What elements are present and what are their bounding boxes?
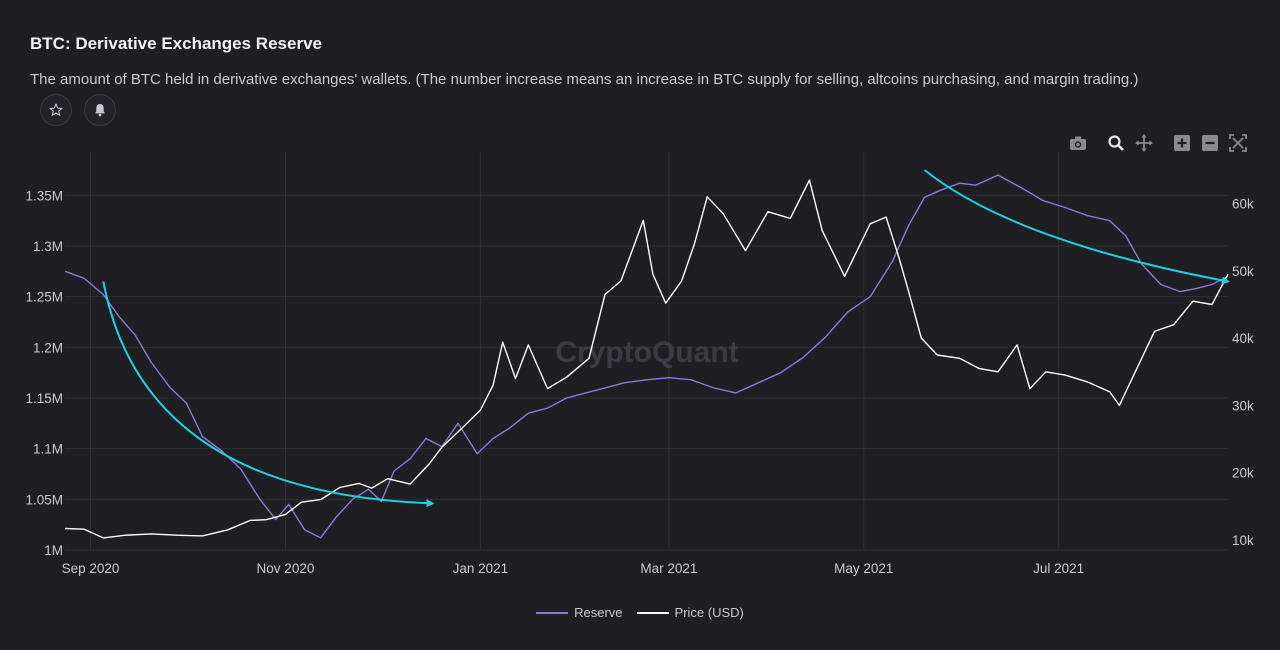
zoom-icon[interactable] <box>1106 133 1126 153</box>
star-icon <box>49 103 63 116</box>
y-right-tick-label: 30k <box>1232 398 1254 413</box>
y-left-tick-label: 1.15M <box>25 391 63 406</box>
legend-item-price[interactable]: Price (USD) <box>636 605 744 620</box>
chart-title: BTC: Derivative Exchanges Reserve <box>30 34 322 53</box>
x-tick-label: Jan 2021 <box>453 561 509 576</box>
y-left-tick-label: 1.05M <box>25 492 63 507</box>
alert-button[interactable] <box>84 94 116 126</box>
reserve-price-chart[interactable]: CryptoQuant 1M 1.05M 1.1M 1.15M 1.2M 1.25M 1.3… <box>0 0 1280 600</box>
x-tick-label: May 2021 <box>834 561 893 576</box>
y-left-tick-label: 1.25M <box>25 290 63 305</box>
zoom-out-icon[interactable] <box>1200 133 1220 153</box>
y-left-tick-label: 1.2M <box>33 340 63 355</box>
reset-axes-icon[interactable] <box>1228 133 1248 153</box>
legend-label-reserve: Reserve <box>574 605 623 620</box>
bell-icon <box>95 104 105 117</box>
y-left-tick-label: 1M <box>44 543 63 558</box>
x-tick-label: Nov 2020 <box>257 561 315 576</box>
y-axis-left: 1M 1.05M 1.1M 1.15M 1.2M 1.25M 1.3M 1.35M <box>25 188 63 558</box>
trend-arrow <box>102 281 435 508</box>
y-right-tick-label: 40k <box>1232 331 1254 346</box>
reserve-line <box>64 174 1229 539</box>
x-axis: Sep 2020 Nov 2020 Jan 2021 Mar 2021 May 2021… <box>62 561 1085 576</box>
y-right-tick-label: 20k <box>1232 466 1254 481</box>
y-left-tick-label: 1.3M <box>33 239 63 254</box>
zoom-in-icon[interactable] <box>1172 133 1192 153</box>
y-right-tick-label: 50k <box>1232 264 1254 279</box>
x-tick-label: Mar 2021 <box>640 561 697 576</box>
camera-icon[interactable] <box>1068 133 1088 153</box>
x-tick-label: Jul 2021 <box>1033 561 1084 576</box>
legend-swatch-price <box>636 611 669 614</box>
y-axis-right: 10k 20k 30k 40k 50k 60k <box>1232 197 1254 548</box>
legend-item-reserve[interactable]: Reserve <box>536 605 623 620</box>
chart-description: The amount of BTC held in derivative exc… <box>30 71 1139 88</box>
x-tick-label: Sep 2020 <box>62 561 120 576</box>
y-right-tick-label: 10k <box>1232 533 1254 548</box>
watermark-logo: CryptoQuant <box>555 336 738 369</box>
y-left-tick-label: 1.1M <box>33 442 63 457</box>
series-layer <box>64 174 1229 539</box>
pan-icon[interactable] <box>1134 133 1154 153</box>
legend-swatch-reserve <box>536 611 569 614</box>
chart-toolbar <box>1068 132 1248 154</box>
favorite-button[interactable] <box>40 94 72 126</box>
price-line <box>64 179 1229 539</box>
legend-label-price: Price (USD) <box>674 605 744 620</box>
trend-annotations <box>102 169 1230 508</box>
y-left-tick-label: 1.35M <box>25 188 63 203</box>
trend-arrow <box>923 169 1230 285</box>
y-right-tick-label: 60k <box>1232 197 1254 212</box>
chart-legend: Reserve Price (USD) <box>0 605 1280 620</box>
